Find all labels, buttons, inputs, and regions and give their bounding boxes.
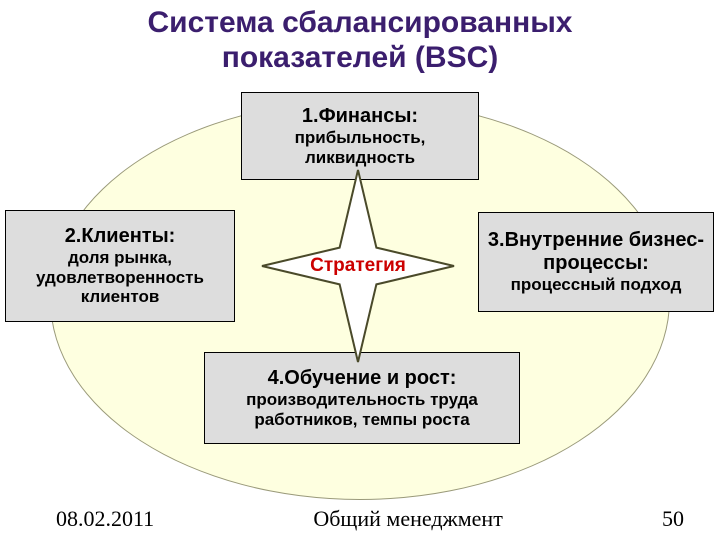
footer-course: Общий менеджмент bbox=[313, 506, 502, 532]
box-finance-sub: прибыльность, ликвидность bbox=[248, 128, 472, 167]
box-clients: 2.Клиенты: доля рынка, удовлетворенность… bbox=[5, 210, 235, 322]
slide-footer: 08.02.2011 Общий менеджмент 50 bbox=[0, 506, 720, 532]
box-clients-title: 2.Клиенты: bbox=[65, 225, 176, 248]
box-clients-sub: доля рынка, удовлетворенность клиентов bbox=[12, 248, 228, 307]
box-finance-title: 1.Финансы: bbox=[302, 105, 418, 128]
box-processes: 3.Внутренние бизнес-процессы: процессный… bbox=[478, 212, 714, 312]
box-processes-sub: процессный подход bbox=[511, 275, 682, 295]
footer-page: 50 bbox=[662, 506, 684, 532]
box-learning: 4.Обучение и рост: производительность тр… bbox=[204, 352, 520, 444]
box-learning-title: 4.Обучение и рост: bbox=[268, 367, 457, 390]
box-processes-title: 3.Внутренние бизнес-процессы: bbox=[485, 229, 707, 275]
title-line1: Система сбалансированных bbox=[0, 6, 720, 41]
slide-title: Система сбалансированных показателей (BS… bbox=[0, 6, 720, 75]
box-finance: 1.Финансы: прибыльность, ликвидность bbox=[241, 92, 479, 180]
strategy-label: Стратегия bbox=[310, 255, 406, 277]
box-learning-sub: производительность труда работников, тем… bbox=[211, 390, 513, 429]
strategy-star: Стратегия bbox=[260, 168, 456, 364]
title-line2: показателей (BSC) bbox=[0, 41, 720, 76]
footer-date: 08.02.2011 bbox=[56, 506, 154, 532]
